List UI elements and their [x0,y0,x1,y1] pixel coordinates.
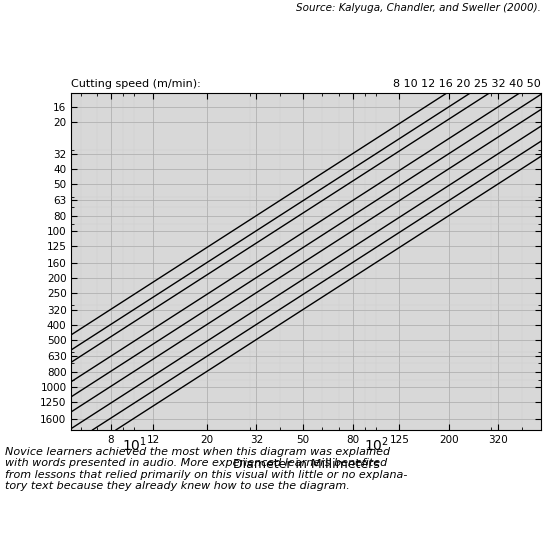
X-axis label: Diameter in Millimeters: Diameter in Millimeters [233,458,379,471]
Text: 8 10 12 16 20 25 32 40 50: 8 10 12 16 20 25 32 40 50 [393,79,541,89]
Text: Source: Kalyuga, Chandler, and Sweller (2000).: Source: Kalyuga, Chandler, and Sweller (… [296,3,541,13]
Text: Novice learners achieved the most when this diagram was explained
with words pre: Novice learners achieved the most when t… [5,447,408,492]
Text: Cutting speed (m/min):: Cutting speed (m/min): [71,79,201,89]
